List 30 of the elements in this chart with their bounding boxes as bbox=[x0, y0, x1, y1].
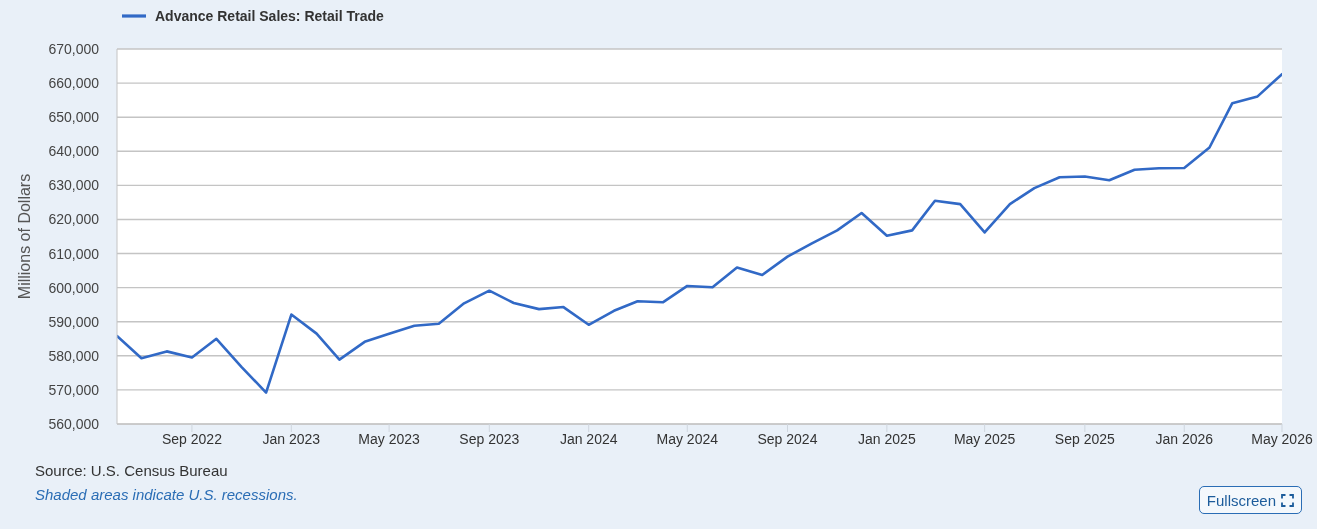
x-tick-label: Sep 2024 bbox=[757, 430, 818, 447]
line-series bbox=[117, 72, 1282, 394]
fullscreen-button: Fullscreen bbox=[1198, 486, 1302, 514]
text: Shaded areas indicate U.S. recessions. bbox=[35, 486, 298, 503]
y-tick-label: 600,000 bbox=[48, 279, 100, 296]
y-tick-label: 560,000 bbox=[48, 415, 100, 432]
x-tick-label: May 2024 bbox=[656, 430, 719, 447]
x-tick-label: May 2023 bbox=[358, 430, 421, 447]
y-tick-label: 660,000 bbox=[48, 75, 100, 92]
x-tick-label: Sep 2022 bbox=[161, 430, 223, 447]
y-tick-label: 610,000 bbox=[48, 245, 100, 262]
y-tick-label: 650,000 bbox=[48, 109, 100, 126]
y-tick-label: 580,000 bbox=[48, 347, 100, 364]
x-tick-label: May 2026 bbox=[1251, 430, 1313, 447]
x-tick-label: Jan 2023 bbox=[262, 430, 321, 447]
y-tick-label: 640,000 bbox=[48, 143, 100, 160]
x-tick-label: Sep 2023 bbox=[459, 430, 520, 447]
y-tick-label: 590,000 bbox=[48, 313, 100, 330]
x-tick-label: Jan 2026 bbox=[1155, 430, 1214, 447]
source-note: Source: U.S. Census Bureau bbox=[35, 462, 228, 479]
x-tick-label: May 2025 bbox=[953, 430, 1016, 447]
y-tick-label: 570,000 bbox=[48, 381, 100, 398]
x-tick-label: Sep 2025 bbox=[1054, 430, 1116, 447]
x-tick-label: Jan 2025 bbox=[858, 430, 916, 447]
legend-label: Advance Retail Sales: Retail Trade bbox=[155, 8, 384, 24]
x-tick-label: Jan 2024 bbox=[559, 430, 618, 447]
y-tick-label: 630,000 bbox=[48, 177, 100, 194]
y-axis-title: Millions of Dollars bbox=[15, 173, 33, 300]
y-tick-label: 670,000 bbox=[48, 40, 100, 57]
y-tick-label: 620,000 bbox=[48, 211, 100, 228]
